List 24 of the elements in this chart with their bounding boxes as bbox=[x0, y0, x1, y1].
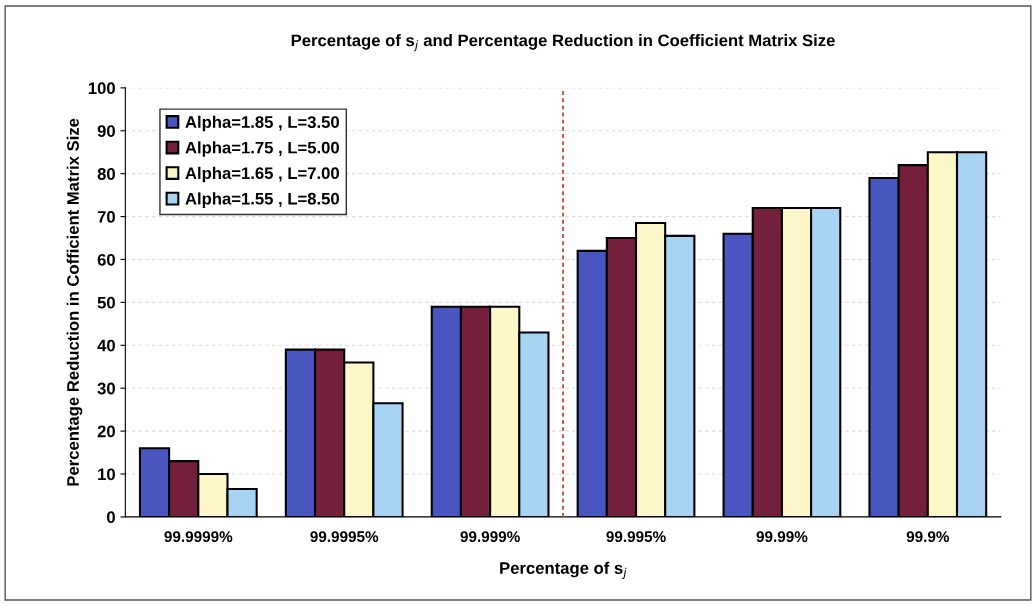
y-tick-label: 60 bbox=[97, 253, 115, 266]
y-tick-label: 100 bbox=[88, 82, 115, 95]
x-tick-label: 99.999% bbox=[460, 531, 520, 543]
y-tick-label: 30 bbox=[97, 382, 115, 395]
legend-label: Alpha=1.75 , L=5.00 bbox=[185, 141, 339, 157]
y-tick-label: 20 bbox=[97, 425, 115, 438]
y-axis-title: Percentage Reduction in Cofficient Matrix Size bbox=[66, 118, 83, 486]
x-tick-label: 99.9999% bbox=[164, 531, 233, 543]
chart-title: Percentage of s$_{j}$ and Percentage Reduction in Coefficient Matrix Size bbox=[291, 34, 835, 52]
y-tick-label: 10 bbox=[98, 468, 115, 481]
legend-label: Alpha=1.65 , L=7.00 bbox=[185, 166, 339, 183]
y-tick-label: 80 bbox=[97, 168, 115, 180]
x-tick-label: 99.9% bbox=[906, 531, 950, 543]
y-tick-label: 70 bbox=[97, 210, 115, 223]
y-tick-label: 90 bbox=[97, 125, 115, 137]
legend-label: Alpha=1.55 , L=8.50 bbox=[185, 192, 339, 208]
y-tick-label: 40 bbox=[97, 339, 115, 352]
y-tick-label: 0 bbox=[107, 511, 115, 524]
y-tick-label: 50 bbox=[97, 296, 115, 309]
x-tick-label: 99.9995% bbox=[310, 531, 379, 543]
legend-label: Alpha=1.85 , L=3.50 bbox=[185, 115, 339, 132]
x-tick-label: 99.99% bbox=[756, 531, 808, 543]
x-tick-label: 99.995% bbox=[606, 531, 666, 543]
x-axis-title: Percentage of s$_{j}$ bbox=[500, 561, 627, 579]
